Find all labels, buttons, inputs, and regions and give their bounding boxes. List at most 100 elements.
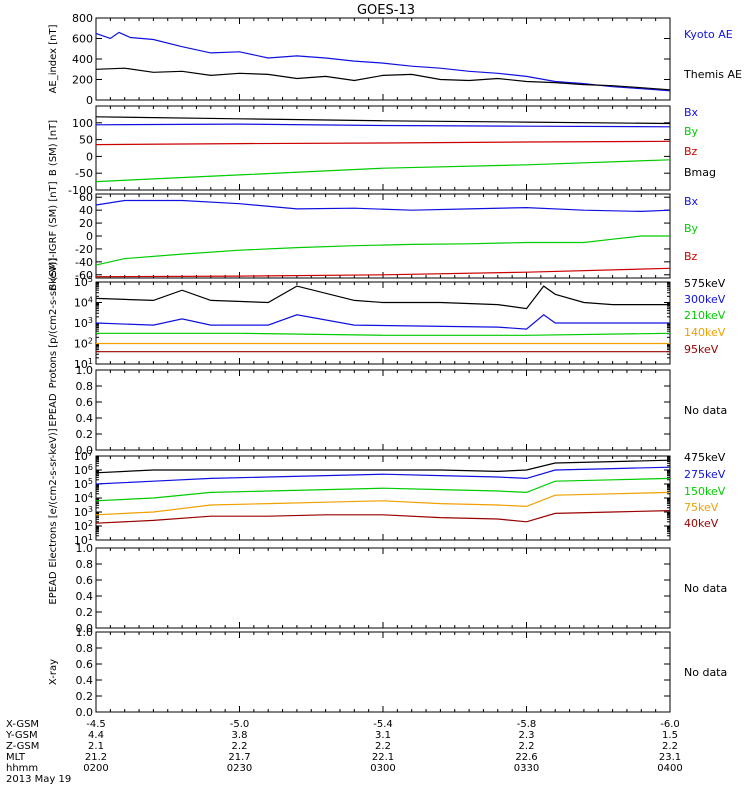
no-data-note: No data [684,582,727,595]
y-tick-label: 0.8 [76,558,94,571]
legend-entry: 275keV [684,468,726,481]
panel-bsm: -100 -50 0 50 100 B (SM) [nT] Bx By Bz Bmag [48,105,716,197]
panel-frame [95,455,671,541]
footer-value: -5.0 [230,719,250,730]
footer-value: 21.2 [85,752,107,763]
series-line-bmag [95,116,671,125]
series-line-themis-ae [95,67,671,91]
y-tick-label: 0.4 [76,674,94,687]
y-tick-label: 0.0 [76,444,94,457]
y-tick-label: 800 [72,12,93,25]
legend-entry: 300keV [684,293,726,306]
y-tick-label: 20 [79,217,93,230]
panel-frame [95,17,671,101]
footer-value: 0200 [83,763,108,774]
y-axis-label: X-ray [48,659,59,685]
y-tick-label: -100 [68,184,93,197]
legend-entry: 210keV [684,309,726,322]
series-line-bz [95,140,671,146]
series-line-40kev [95,510,671,524]
legend-entry: Bx [684,106,699,119]
y-tick-label: 104 [74,296,93,310]
panel-xray: 0.0 0.2 0.4 0.6 0.8 1.0 X-ray No data [48,626,727,719]
y-tick-label: 1.0 [76,626,94,639]
footer-value: 21.7 [228,752,250,763]
y-tick-label: 104 [74,491,93,505]
y-tick-label: 0.0 [76,622,94,635]
y-tick-label: -20 [75,243,93,256]
y-tick-label: 0.6 [76,658,94,671]
y-tick-label: 102 [74,519,93,533]
legend-entry: 40keV [684,517,719,530]
series-line-150kev [95,477,671,502]
footer-value: 0230 [227,763,252,774]
footer-value: -5.8 [517,719,537,730]
legend-entry: 140keV [684,326,726,339]
legend-entry: Bz [684,145,698,158]
legend-entry: Bx [684,195,699,208]
series-line-bx [95,199,671,213]
y-axis-label: B (SM) [nT] [48,120,59,176]
plot-title: GOES-13 [357,3,415,18]
y-tick-label: 102 [74,337,93,351]
legend-entry: Bmag [684,166,716,179]
y-tick-label: 0 [86,94,93,107]
y-tick-label: 0.6 [76,574,94,587]
footer-row-label: Y-GSM [5,730,38,741]
footer-row-label: MLT [6,752,26,763]
footer-value: -6.0 [660,719,680,730]
y-tick-label: 107 [74,449,93,463]
y-tick-label: 200 [72,74,93,87]
panel-ae: 0 200 400 600 800 AE_index [nT] Kyoto AE Themis… [48,12,742,107]
y-tick-label: 106 [74,463,93,477]
y-tick-label: -40 [75,256,93,269]
legend-entry: By [684,125,699,138]
series-line-300kev [95,314,670,330]
panel-frame [95,631,671,713]
y-tick-label: 1.0 [76,542,94,555]
panel-epead1: 0.0 0.2 0.4 0.6 0.8 1.0 EPEAD No data [48,364,727,457]
y-axis-label: Electrons [e/(cm2-s-sr-keV)] [48,428,59,567]
footer-value: 2.2 [519,741,535,752]
y-tick-label: 0.2 [76,690,94,703]
y-axis-label: EPEAD [48,571,59,605]
series-line-275kev [95,466,671,485]
series-line-by [95,159,671,183]
y-tick-label: -50 [75,167,93,180]
y-tick-label: 0 [86,230,93,243]
y-tick-label: 600 [72,33,93,46]
footer-value: 23.1 [659,752,681,763]
y-tick-label: 50 [79,134,93,147]
series-line-kyoto-ae [95,31,671,92]
legend-entry: 150keV [684,485,726,498]
y-axis-label: EPEAD [48,393,59,427]
legend-entry: 475keV [684,451,726,464]
footer-value: -4.5 [86,719,106,730]
footer-value: 2.2 [232,741,248,752]
y-tick-label: 0.2 [76,606,94,619]
footer-value: 3.1 [375,730,391,741]
y-tick-label: 0.6 [76,396,94,409]
footer-value: -5.4 [373,719,393,730]
legend-entry: Themis AE [683,68,742,81]
legend-entry: Bz [684,250,698,263]
panel-frame [95,547,671,629]
y-tick-label: 0.4 [76,590,94,603]
footer-value: 1.5 [662,730,678,741]
legend-entry: By [684,222,699,235]
y-tick-label: 100 [72,117,93,130]
footer-row-label: Z-GSM [6,741,39,752]
y-tick-label: 60 [79,191,93,204]
legend-entry: Kyoto AE [684,28,733,41]
y-tick-label: 105 [74,477,93,491]
panel-frame [95,193,671,279]
y-tick-label: 0.4 [76,412,94,425]
series-line-475kev [95,459,671,474]
series-line-210kev [96,332,671,336]
panel-frame [95,369,671,451]
footer-value: 22.6 [515,752,537,763]
